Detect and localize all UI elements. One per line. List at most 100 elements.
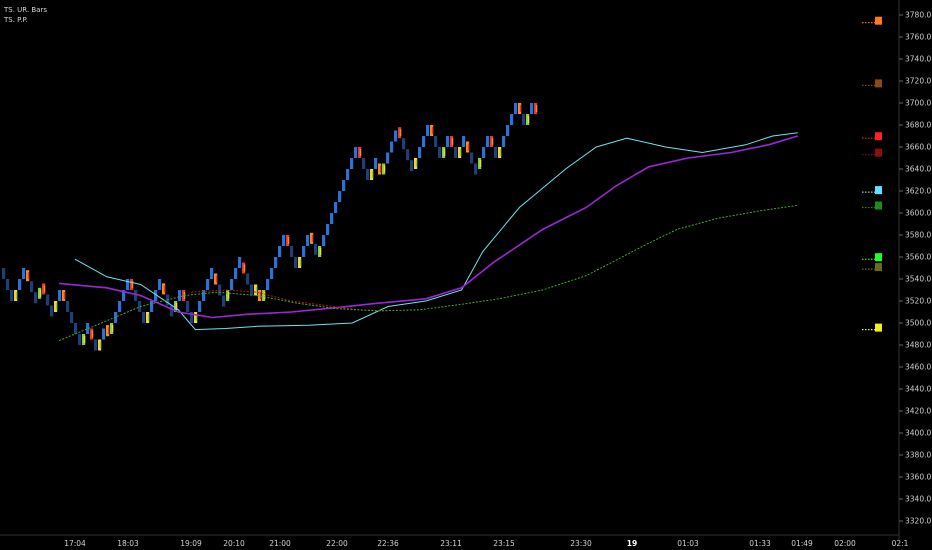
renko-brick-accent <box>243 264 246 272</box>
renko-brick <box>98 339 102 351</box>
renko-brick-accent <box>111 325 114 332</box>
renko-brick <box>230 279 234 290</box>
price-tick-label: 3340.0 <box>905 495 931 504</box>
renko-brick <box>262 290 266 301</box>
renko-brick <box>518 103 522 114</box>
renko-brick <box>190 312 194 323</box>
renko-brick-accent <box>527 116 530 123</box>
renko-brick <box>54 301 58 312</box>
renko-brick <box>18 279 22 290</box>
renko-brick-accent <box>383 165 386 173</box>
renko-brick <box>66 301 70 312</box>
renko-brick <box>326 224 330 235</box>
price-tick-label: 3440.0 <box>905 385 931 394</box>
price-tick-label: 3640.0 <box>905 165 931 174</box>
renko-brick <box>178 290 182 301</box>
renko-brick <box>38 287 42 299</box>
renko-brick <box>282 235 286 246</box>
renko-brick <box>498 147 502 158</box>
renko-brick <box>34 292 38 304</box>
renko-brick <box>198 301 202 312</box>
renko-brick <box>526 114 530 125</box>
renko-brick-accent <box>399 129 402 137</box>
renko-brick <box>514 103 518 114</box>
renko-brick <box>250 284 254 296</box>
renko-brick <box>490 136 494 147</box>
renko-brick <box>142 312 146 323</box>
renko-brick <box>202 290 206 301</box>
price-tick-label: 3380.0 <box>905 451 931 460</box>
renko-brick <box>154 290 158 301</box>
renko-brick <box>126 279 130 290</box>
renko-brick <box>210 268 214 279</box>
renko-brick <box>354 147 358 158</box>
renko-brick <box>266 279 270 290</box>
price-tick-label: 3740.0 <box>905 55 931 64</box>
renko-brick-accent <box>83 336 86 343</box>
renko-brick <box>206 279 210 290</box>
renko-brick <box>150 301 154 312</box>
time-axis[interactable]: 17:04 18:03 19:09 20:10 21:00 22:00 22:36 23:11… <box>0 534 909 548</box>
renko-brick-accent <box>431 127 434 134</box>
renko-brick-accent <box>175 303 178 310</box>
renko-brick-accent <box>443 149 446 156</box>
price-tick-label: 3320.0 <box>905 517 931 526</box>
renko-brick-accent <box>215 275 218 283</box>
renko-brick-accent <box>147 314 150 321</box>
renko-brick-accent <box>491 138 494 145</box>
renko-brick <box>258 290 262 301</box>
renko-brick <box>90 328 94 340</box>
renko-brick-accent <box>519 105 522 112</box>
renko-brick <box>254 284 258 296</box>
renko-brick <box>466 141 470 153</box>
renko-brick <box>162 283 166 295</box>
renko-brick <box>78 334 82 345</box>
price-tick-label: 3680.0 <box>905 121 931 130</box>
renko-brick <box>14 290 18 301</box>
renko-brick <box>106 325 110 337</box>
renko-brick <box>378 163 382 175</box>
renko-brick-accent <box>263 292 266 299</box>
renko-brick-accent <box>467 143 470 151</box>
renko-brick <box>418 147 422 158</box>
renko-brick <box>334 202 338 213</box>
renko-brick <box>394 130 398 142</box>
renko-brick <box>214 273 218 285</box>
indicator-label-pp[interactable]: TS. P.P. <box>4 16 28 24</box>
renko-brick <box>310 232 314 244</box>
renko-brick <box>422 136 426 147</box>
pivot-level-markers <box>862 16 882 332</box>
level-marker-box <box>875 16 882 25</box>
renko-brick <box>278 246 282 257</box>
indicator-label-ur-bars[interactable]: TS. UR. Bars <box>4 6 47 14</box>
price-axis[interactable]: 3320.0 3340.0 3360.0 3380.0 3400.0 3420.0 3440… <box>898 0 931 540</box>
renko-brick <box>410 160 414 172</box>
renko-brick-accent <box>27 272 30 280</box>
renko-brick <box>534 103 538 114</box>
renko-brick <box>226 290 230 301</box>
renko-brick <box>26 270 30 282</box>
renko-brick-accent <box>163 285 166 293</box>
renko-brick <box>6 279 10 290</box>
renko-brick-accent <box>259 292 262 299</box>
renko-brick-accent <box>55 303 58 310</box>
renko-brick-accent <box>311 234 314 242</box>
time-tick-label: 19:09 <box>180 539 202 548</box>
renko-brick-accent <box>451 138 454 145</box>
renko-brick-accent <box>131 281 134 288</box>
renko-brick <box>434 136 438 147</box>
renko-brick <box>390 141 394 153</box>
renko-brick <box>370 169 374 180</box>
ma-line-ma-red <box>190 289 389 312</box>
renko-brick <box>486 136 490 147</box>
renko-brick <box>322 235 326 246</box>
time-tick-label: 17:04 <box>64 539 86 548</box>
renko-brick-accent <box>195 314 198 321</box>
renko-brick <box>330 213 334 224</box>
renko-brick <box>194 312 198 323</box>
renko-brick-accent <box>459 149 462 156</box>
price-tick-label: 3700.0 <box>905 99 931 108</box>
ma-line-ma-mid <box>59 135 799 319</box>
